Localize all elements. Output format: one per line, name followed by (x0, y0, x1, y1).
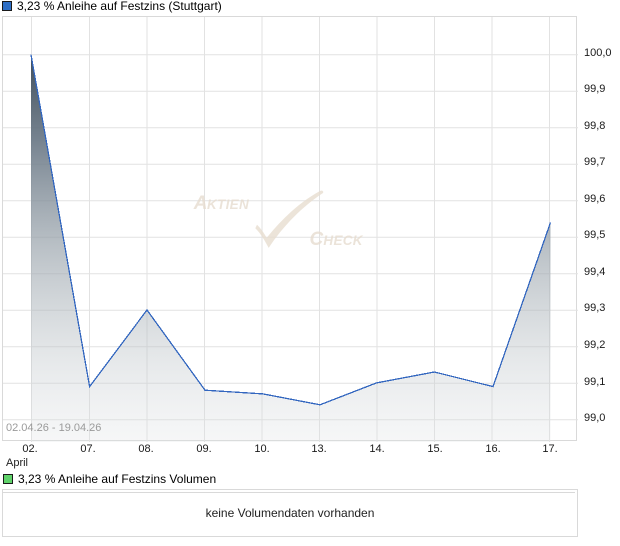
svg-text:HECK: HECK (323, 233, 363, 248)
svg-text:A: A (193, 193, 208, 214)
svg-text:C: C (310, 229, 324, 250)
svg-text:KTIEN: KTIEN (207, 197, 249, 212)
